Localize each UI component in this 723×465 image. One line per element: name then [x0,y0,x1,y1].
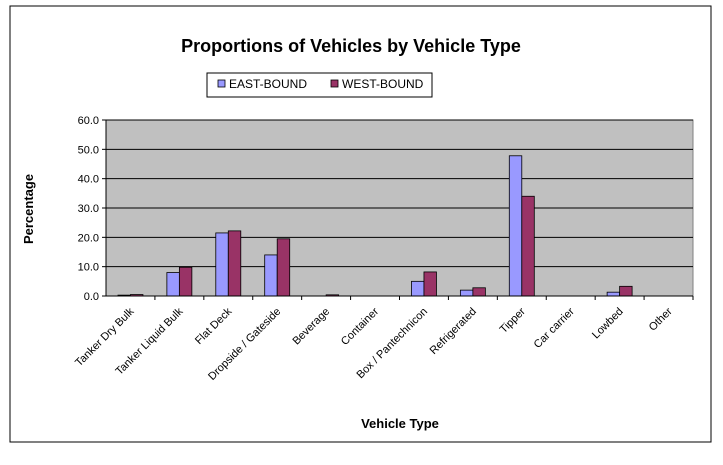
bar-east-bound-tipper [508,155,523,297]
bar-west-bound-dropside-gateside [276,238,291,297]
legend-swatch-east-bound [217,79,226,88]
y-tick-label-60-0: 60.0 [78,115,99,127]
legend-label-west-bound: WEST-BOUND [342,77,424,91]
y-axis-title: Percentage [21,174,36,244]
chart-title: Proportions of Vehicles by Vehicle Type [181,36,521,56]
y-tick-label-20-0: 20.0 [78,232,99,244]
bar-west-bound-refrigerated [472,287,486,297]
bar-east-bound-flat-deck [215,232,229,297]
bar-east-bound-lowbed [606,291,621,297]
legend-label-east-bound: EAST-BOUND [229,77,307,91]
bar-west-bound-tanker-liquid-bulk [178,266,193,297]
gridlines [106,119,693,268]
legend-swatch-west-bound [330,79,339,88]
x-axis-title: Vehicle Type [361,416,439,431]
bar-east-bound-tanker-liquid-bulk [166,272,180,297]
bar-west-bound-flat-deck [227,230,242,297]
y-tick-label-50-0: 50.0 [78,144,99,156]
y-tick-label-10-0: 10.0 [78,262,99,274]
legend-box [206,72,433,98]
bar-west-bound-lowbed [619,285,633,297]
y-axis-ticks: 0.0 10.0 20.0 30.0 40.0 50.0 60.0 [78,115,106,303]
y-tick-label-0-0: 0.0 [84,291,99,303]
y-tick-label-40-0: 40.0 [78,174,99,186]
bar-west-bound-box-pantechnicon [423,271,437,297]
bar-east-bound-box-pantechnicon [411,280,425,297]
y-tick-label-30-0: 30.0 [78,203,99,215]
legend: EAST-BOUND WEST-BOUND [206,72,433,98]
bar-west-bound-tipper [521,195,535,297]
bar-east-bound-dropside-gateside [264,254,278,297]
bar-east-bound-refrigerated [459,289,474,297]
